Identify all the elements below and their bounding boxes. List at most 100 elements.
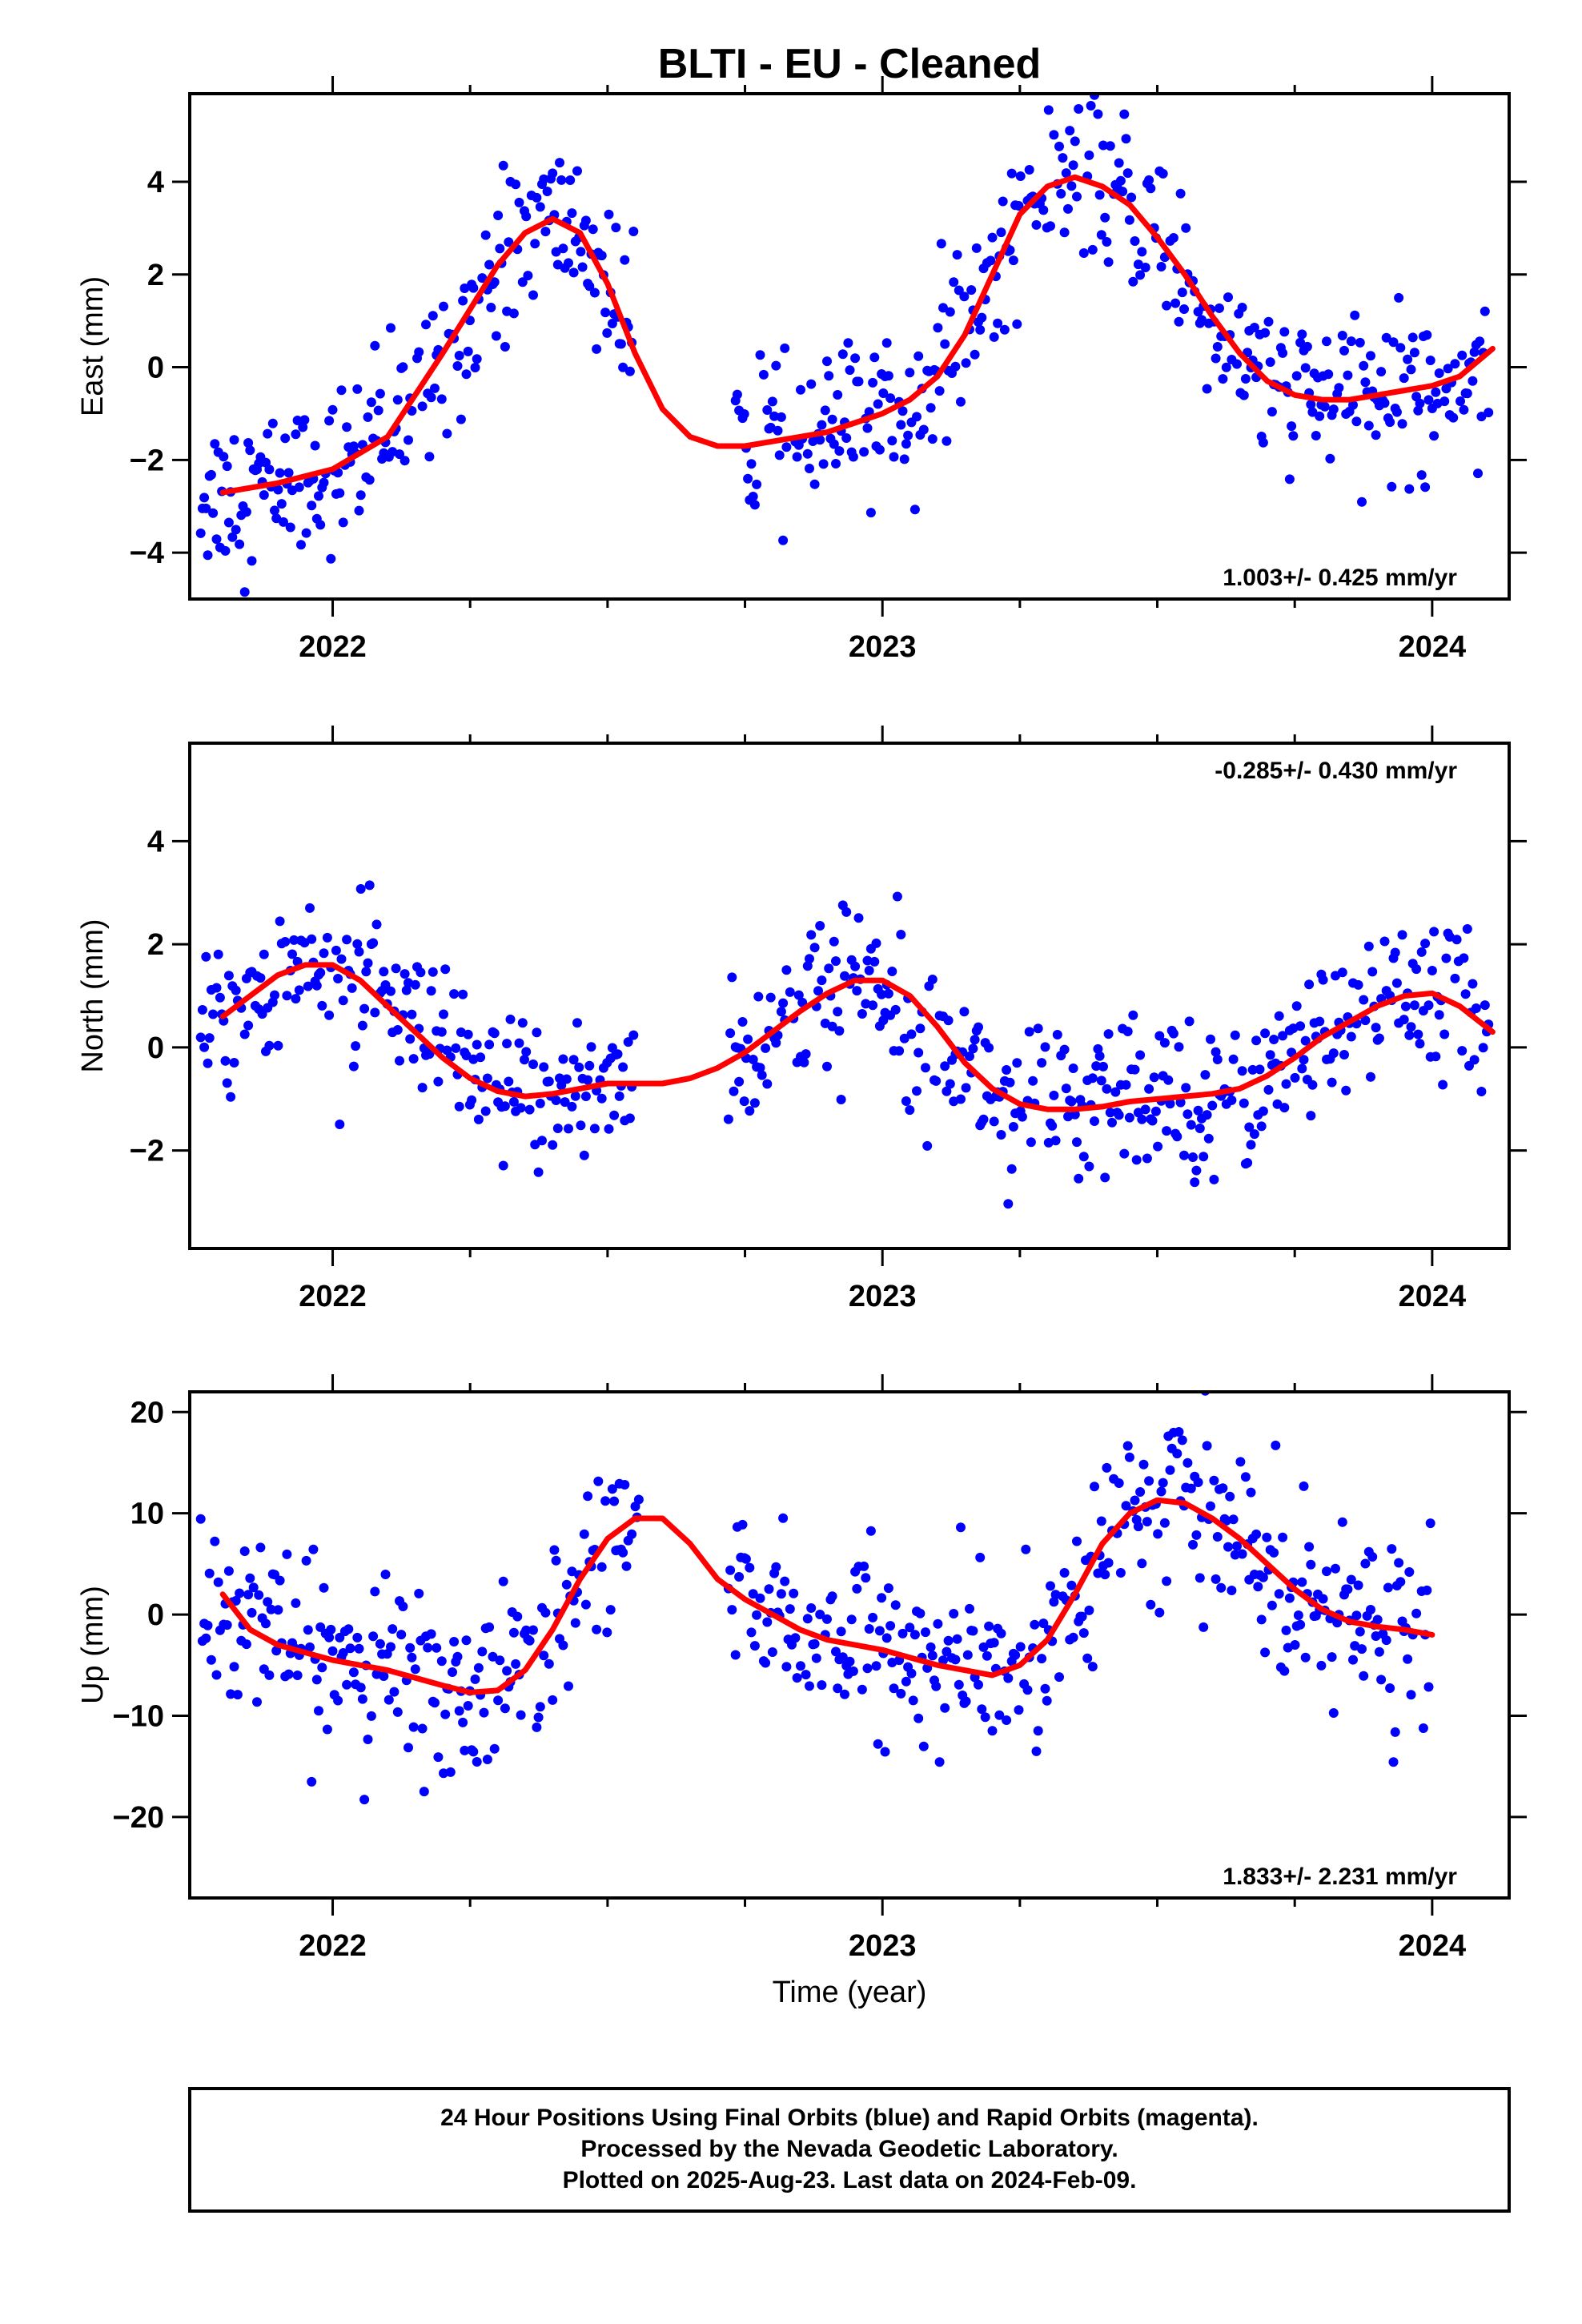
east-point <box>495 243 505 254</box>
north-point <box>896 930 906 939</box>
up-point <box>263 1597 273 1607</box>
up-point <box>962 1650 973 1660</box>
north-point <box>765 992 776 1003</box>
east-point <box>1407 332 1418 343</box>
east-point <box>596 251 607 261</box>
east-point <box>243 438 254 448</box>
north-point <box>1084 1161 1094 1172</box>
east-point <box>758 369 769 380</box>
up-point <box>1343 1584 1353 1594</box>
east-point <box>1339 345 1349 356</box>
up-point <box>1240 1472 1251 1482</box>
east-point <box>743 473 753 484</box>
north-point <box>504 1076 514 1087</box>
east-point <box>319 477 329 488</box>
east-point <box>602 328 612 338</box>
up-point <box>982 1651 992 1661</box>
north-point <box>1291 1001 1302 1011</box>
north-point <box>407 1009 417 1019</box>
north-point <box>852 986 862 996</box>
east-point <box>912 412 921 422</box>
east-point <box>539 174 549 184</box>
north-point <box>762 1079 773 1089</box>
up-point <box>1159 1518 1170 1528</box>
east-point <box>977 312 987 323</box>
north-point <box>841 907 852 917</box>
east-point <box>564 258 573 268</box>
up-point <box>1084 1605 1094 1615</box>
north-point <box>894 1046 905 1056</box>
east-point <box>375 388 385 399</box>
east-point <box>1406 364 1416 375</box>
north-point <box>289 935 299 945</box>
east-point <box>989 332 999 342</box>
north-point <box>463 1029 473 1039</box>
up-point <box>1258 1572 1268 1582</box>
east-point <box>1119 109 1130 119</box>
north-point <box>833 1007 843 1017</box>
up-point <box>1425 1518 1435 1529</box>
up-point <box>533 1712 544 1723</box>
up-point <box>1237 1549 1247 1559</box>
east-point <box>817 420 827 430</box>
north-point <box>871 938 881 948</box>
east-point <box>1056 188 1066 199</box>
east-point <box>239 587 250 597</box>
up-point <box>535 1702 545 1712</box>
up-point <box>865 1526 876 1536</box>
north-point <box>203 1058 213 1068</box>
east-point <box>611 223 621 233</box>
north-point <box>424 1049 435 1059</box>
east-point <box>324 416 335 426</box>
up-point <box>906 1668 917 1679</box>
east-point <box>556 175 567 185</box>
east-point <box>267 418 278 428</box>
up-point <box>1142 1517 1152 1527</box>
up-point <box>235 1588 245 1598</box>
north-point <box>628 1030 639 1040</box>
east-point <box>1086 101 1096 111</box>
north-point <box>1130 1064 1140 1075</box>
east-point <box>1162 300 1172 311</box>
up-point <box>1293 1610 1303 1620</box>
east-point <box>395 449 404 460</box>
up-point <box>837 1652 848 1663</box>
up-frame <box>188 1390 1511 1900</box>
north-point <box>1012 1058 1022 1068</box>
north-point <box>1371 1023 1381 1033</box>
east-point <box>1221 362 1231 372</box>
north-point <box>317 1000 327 1011</box>
north-point <box>1078 1152 1089 1162</box>
north-point <box>1142 1153 1152 1164</box>
east-point <box>834 446 845 456</box>
north-point <box>351 1041 361 1051</box>
east-point <box>1385 417 1395 428</box>
north-point <box>1100 1172 1110 1183</box>
up-point <box>333 1695 343 1706</box>
north-point <box>1207 1100 1218 1111</box>
north-point <box>280 937 291 947</box>
north-point <box>521 1047 532 1057</box>
east-rate-label: 1.003+/- 0.425 mm/yr <box>1223 565 1457 591</box>
east-point <box>1140 263 1150 272</box>
north-point <box>945 1079 955 1089</box>
north-point <box>943 1015 954 1026</box>
up-point <box>1031 1746 1042 1756</box>
east-point <box>1420 482 1431 493</box>
up-point <box>1256 1614 1267 1625</box>
east-point <box>1360 377 1371 388</box>
up-point <box>1212 1532 1223 1542</box>
east-point <box>873 399 883 409</box>
east-point <box>1215 303 1224 313</box>
up-point <box>460 1745 470 1755</box>
east-point <box>1181 223 1191 233</box>
east-point <box>1158 168 1168 179</box>
north-point <box>229 1058 239 1068</box>
up-point <box>355 1683 366 1693</box>
east-point <box>392 395 403 405</box>
north-point <box>1307 1080 1318 1090</box>
north-frame <box>188 742 1511 1250</box>
north-point <box>1295 1021 1306 1031</box>
north-point <box>1186 1120 1196 1130</box>
up-point <box>386 1642 396 1652</box>
